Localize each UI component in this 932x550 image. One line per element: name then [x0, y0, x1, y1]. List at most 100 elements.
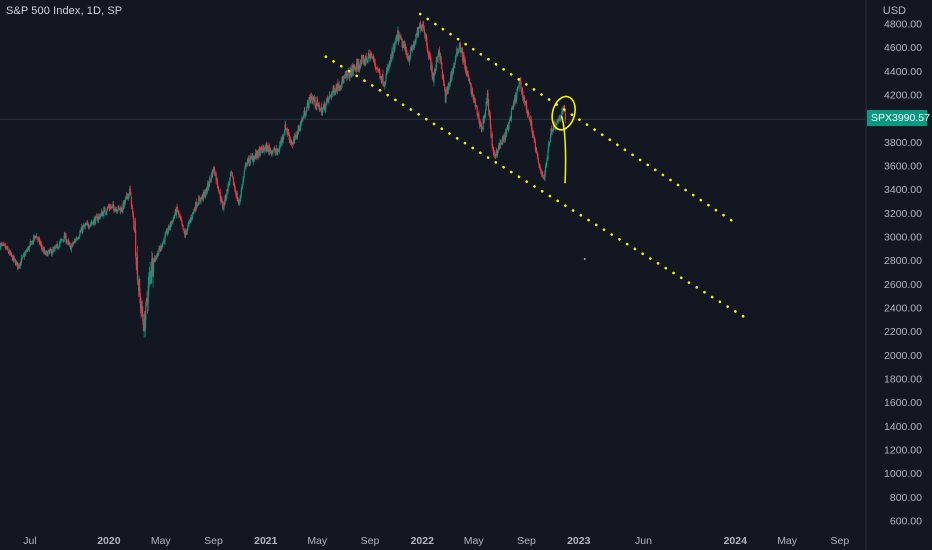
candle-body [156, 256, 158, 258]
candle-body [85, 223, 88, 225]
candle-body [426, 44, 428, 51]
candle-body [447, 83, 449, 91]
candle-body [10, 252, 13, 256]
candle-body [330, 95, 332, 98]
candle-body [455, 54, 457, 58]
candle-body [105, 212, 107, 214]
candle-body [471, 87, 473, 95]
candle-body [178, 214, 181, 217]
candle-body [295, 135, 297, 138]
candle-body [223, 202, 225, 209]
candle-body [505, 132, 507, 134]
candle-body [27, 249, 29, 252]
candle-body [427, 50, 429, 53]
candle-body [149, 271, 151, 276]
candle-body [427, 53, 430, 57]
candle-body [210, 179, 212, 181]
candle-body [374, 61, 376, 65]
candle-body [463, 54, 465, 64]
candle-body [229, 172, 232, 177]
y-tick-label: 4200.00 [884, 89, 922, 101]
candle-body [103, 209, 105, 217]
candle-body [531, 130, 533, 135]
candle-body [532, 134, 535, 135]
candle-body [3, 243, 5, 245]
candle-body [56, 243, 58, 245]
candle-body [267, 146, 269, 152]
candle-body [279, 144, 281, 146]
candle-body [396, 35, 398, 39]
candle-body [21, 257, 23, 263]
candle-body [409, 50, 412, 57]
candle-body [345, 74, 347, 76]
y-tick-label: 3400.00 [884, 184, 922, 196]
candle-body [130, 192, 132, 196]
candle-body [160, 245, 163, 249]
candle-body [417, 30, 419, 37]
candle-body [274, 149, 276, 152]
x-tick-label: May [151, 535, 172, 547]
candle-body [400, 38, 403, 40]
candle-body [199, 198, 201, 201]
candle-body [147, 286, 149, 303]
candle-body [168, 225, 170, 231]
candle-body [509, 117, 511, 121]
candle-body [318, 103, 320, 105]
candle-body [516, 88, 518, 92]
y-tick-label: 2200.00 [884, 326, 922, 338]
candle-body [504, 135, 506, 141]
candle-body [363, 61, 365, 64]
candle-body [34, 236, 37, 237]
candle-body [127, 197, 129, 199]
candle-body [535, 148, 538, 152]
candle-body [439, 52, 441, 60]
candle-body [397, 32, 400, 42]
candle-body [71, 243, 73, 246]
candle-body [282, 136, 284, 140]
candle-body [537, 158, 539, 164]
candle-body [465, 69, 467, 71]
candle-body [243, 171, 245, 176]
candle-body [145, 299, 148, 303]
candle-body [16, 262, 19, 268]
candle-body [327, 99, 329, 101]
candle-body [91, 222, 94, 224]
candle-body [0, 243, 2, 248]
candle-body [412, 43, 415, 48]
candle-body [75, 239, 77, 240]
candle-body [81, 226, 83, 231]
candle-body [508, 119, 511, 122]
candle-body [513, 99, 515, 103]
candle-body [91, 222, 93, 224]
candle-body [517, 87, 519, 89]
candle-body [204, 191, 206, 197]
y-tick-label: 1800.00 [884, 374, 922, 386]
candle-body [243, 176, 245, 180]
candle-body [506, 128, 508, 130]
candle-body [504, 132, 506, 141]
candle-body [471, 87, 473, 95]
candle-body [221, 199, 223, 202]
candle-body [32, 240, 34, 243]
candle-body [340, 84, 343, 87]
candle-body [315, 105, 317, 107]
candle-body [43, 249, 45, 252]
chart-legend[interactable]: S&P 500 Index, 1D, SP [6, 5, 123, 17]
candle-body [373, 58, 375, 61]
candle-body [303, 115, 305, 118]
candle-body [492, 146, 494, 148]
candle-body [329, 94, 331, 96]
candle-body [99, 216, 101, 219]
candle-body [199, 201, 202, 203]
candle-body [505, 129, 508, 134]
candle-body [399, 35, 401, 37]
candle-body [257, 154, 259, 157]
candle-body [355, 63, 358, 70]
candle-body [77, 238, 79, 240]
candle-body [19, 265, 21, 266]
candle-body [249, 157, 251, 164]
candle-body [388, 61, 391, 66]
candle-body [31, 242, 33, 246]
candle-body [432, 73, 434, 82]
